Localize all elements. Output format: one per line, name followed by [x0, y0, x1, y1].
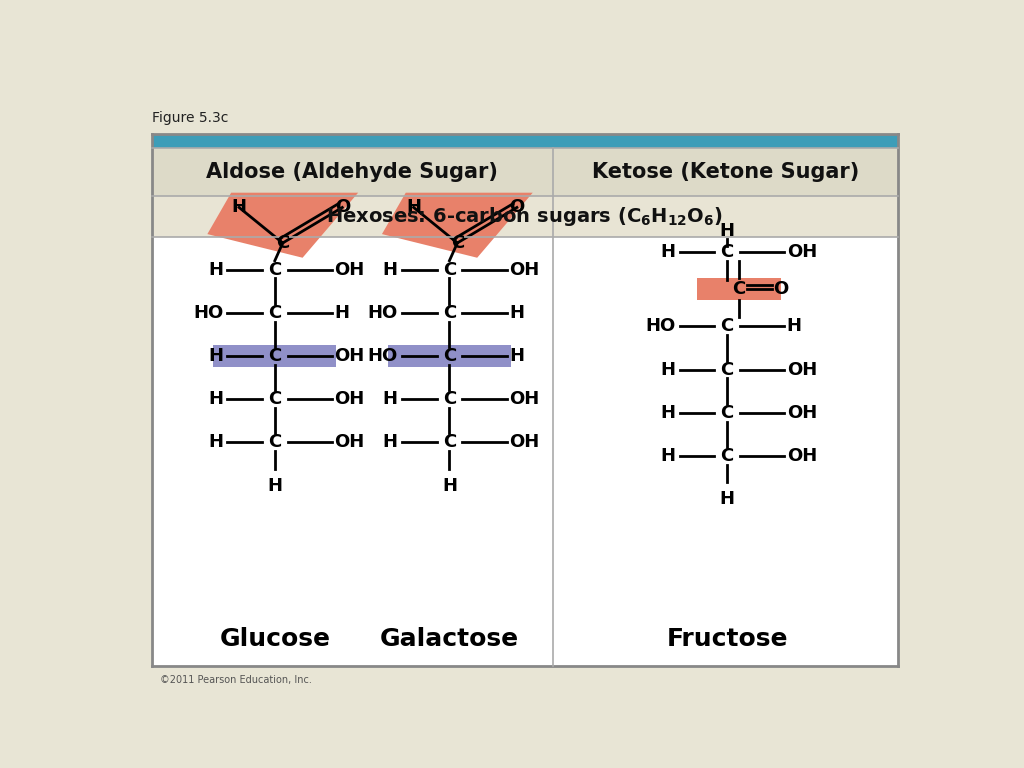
Text: Aldose (Aldehyde Sugar): Aldose (Aldehyde Sugar) — [206, 162, 498, 182]
Text: C: C — [268, 433, 282, 452]
Polygon shape — [207, 193, 358, 258]
Text: OH: OH — [786, 243, 817, 261]
Text: Fructose: Fructose — [667, 627, 787, 651]
Text: HO: HO — [193, 303, 223, 322]
Text: H: H — [383, 260, 397, 279]
Text: C: C — [721, 317, 734, 336]
Text: H: H — [383, 433, 397, 452]
Text: H: H — [660, 404, 676, 422]
Text: Ketose (Ketone Sugar): Ketose (Ketone Sugar) — [592, 162, 859, 182]
Text: C: C — [451, 234, 464, 252]
Text: C: C — [268, 303, 282, 322]
Text: HO: HO — [368, 347, 397, 365]
Text: H: H — [208, 347, 223, 365]
Text: H: H — [334, 303, 349, 322]
Text: C: C — [442, 347, 456, 365]
Text: HO: HO — [368, 303, 397, 322]
Text: O: O — [335, 198, 350, 217]
Text: C: C — [721, 404, 734, 422]
Text: H: H — [509, 347, 524, 365]
Text: OH: OH — [786, 360, 817, 379]
Text: H: H — [442, 476, 457, 495]
Text: C: C — [268, 347, 282, 365]
Text: O: O — [773, 280, 788, 298]
Text: H: H — [208, 433, 223, 452]
Text: O: O — [509, 198, 524, 217]
Text: H: H — [786, 317, 802, 336]
Text: OH: OH — [334, 390, 365, 408]
Text: C: C — [721, 243, 734, 261]
Bar — [213, 345, 336, 367]
Text: C: C — [276, 234, 290, 252]
Text: OH: OH — [509, 260, 540, 279]
Text: H: H — [267, 476, 283, 495]
Bar — [388, 345, 511, 367]
Text: OH: OH — [334, 433, 365, 452]
Text: OH: OH — [509, 390, 540, 408]
Text: H: H — [407, 198, 421, 217]
Text: C: C — [442, 433, 456, 452]
Text: Figure 5.3c: Figure 5.3c — [152, 111, 228, 124]
Text: H: H — [660, 243, 676, 261]
Text: HO: HO — [645, 317, 676, 336]
Text: Glucose: Glucose — [219, 627, 331, 651]
Text: H: H — [509, 303, 524, 322]
Text: C: C — [721, 447, 734, 465]
Text: H: H — [208, 390, 223, 408]
Bar — [152, 134, 898, 148]
Text: C: C — [732, 280, 745, 298]
Bar — [697, 278, 780, 300]
Polygon shape — [382, 193, 532, 258]
Text: H: H — [720, 222, 734, 240]
Text: OH: OH — [509, 433, 540, 452]
Bar — [152, 148, 898, 196]
Text: OH: OH — [786, 404, 817, 422]
Text: H: H — [383, 390, 397, 408]
Text: OH: OH — [334, 260, 365, 279]
Text: H: H — [660, 447, 676, 465]
Text: C: C — [721, 360, 734, 379]
Text: C: C — [442, 260, 456, 279]
Text: C: C — [268, 260, 282, 279]
Text: Hexoses: 6-carbon sugars ($\mathbf{C_6H_{12}O_6}$): Hexoses: 6-carbon sugars ($\mathbf{C_6H_… — [327, 205, 723, 228]
Text: H: H — [660, 360, 676, 379]
Text: ©2011 Pearson Education, Inc.: ©2011 Pearson Education, Inc. — [160, 674, 311, 684]
Text: C: C — [442, 303, 456, 322]
Bar — [152, 196, 898, 237]
Text: C: C — [442, 390, 456, 408]
Text: H: H — [720, 490, 734, 508]
Text: Galactose: Galactose — [380, 627, 519, 651]
Text: C: C — [268, 390, 282, 408]
Text: OH: OH — [334, 347, 365, 365]
Bar — [152, 237, 898, 666]
Text: H: H — [208, 260, 223, 279]
Text: OH: OH — [786, 447, 817, 465]
Text: H: H — [231, 198, 247, 217]
